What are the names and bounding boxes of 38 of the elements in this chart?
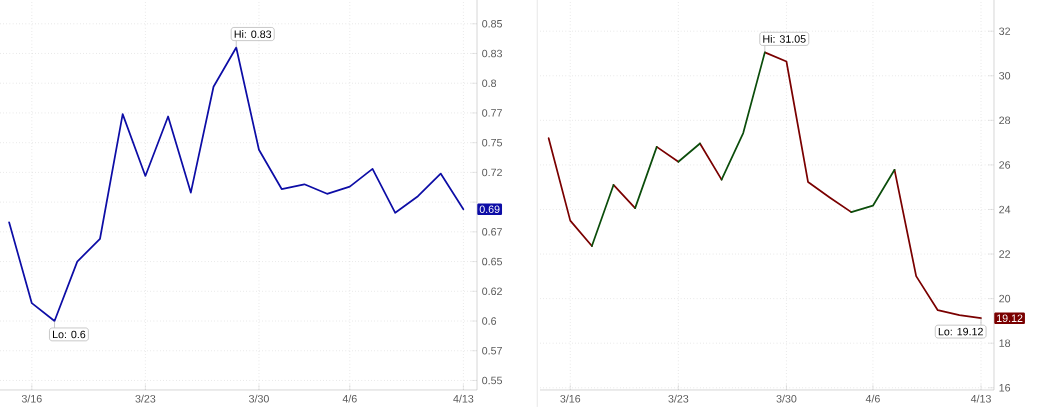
y-tick-label: 0.8 xyxy=(482,79,497,87)
x-tick-label: 4/6 xyxy=(865,394,880,403)
y-tick-label: 24 xyxy=(999,205,1011,214)
x-tick-label: 4/6 xyxy=(342,394,357,403)
y-tick-label: 16 xyxy=(999,383,1011,392)
y-tick-label: 0.67 xyxy=(482,228,502,236)
y-tick-label: 0.57 xyxy=(482,346,502,355)
x-tick-label: 3/30 xyxy=(776,394,797,403)
y-tick-label: 22 xyxy=(999,250,1011,258)
y-tick-label: 20 xyxy=(999,294,1011,303)
x-tick-label: 3/23 xyxy=(135,394,156,403)
annotation: Lo: 19.12 xyxy=(938,327,983,336)
y-tick-label: 0.62 xyxy=(482,287,502,296)
y-tick-label: 0.55 xyxy=(482,376,503,385)
data-label: 19.12 xyxy=(997,314,1023,322)
x-tick-label: 3/23 xyxy=(668,394,689,403)
y-tick-label: 0.85 xyxy=(482,20,503,28)
y-tick-label: 0.6 xyxy=(482,317,497,325)
x-tick-label: 3/16 xyxy=(21,394,42,403)
y-tick-label: 0.65 xyxy=(482,257,503,266)
y-tick-label: 18 xyxy=(999,339,1011,347)
x-tick-label: 3/16 xyxy=(560,394,581,403)
line-series xyxy=(8,46,465,322)
x-tick-label: 4/13 xyxy=(970,394,991,403)
annotation: Hi: 31.05 xyxy=(763,34,806,43)
y-tick-label: 0.77 xyxy=(482,109,502,117)
y-tick-label: 26 xyxy=(999,161,1011,169)
y-tick-label: 30 xyxy=(999,71,1011,80)
y-tick-label: 0.75 xyxy=(482,138,503,147)
y-tick-label: 0.72 xyxy=(482,168,502,177)
y-tick-label: 32 xyxy=(999,27,1011,35)
x-tick-label: 3/30 xyxy=(248,394,269,403)
y-tick-label: 0.83 xyxy=(482,49,502,58)
data-label: 0.69 xyxy=(479,205,500,214)
annotation: Lo: 0.6 xyxy=(53,330,86,339)
annotation: Hi: 0.83 xyxy=(234,30,272,38)
x-tick-label: 4/13 xyxy=(453,394,474,403)
y-tick-label: 28 xyxy=(999,116,1011,125)
